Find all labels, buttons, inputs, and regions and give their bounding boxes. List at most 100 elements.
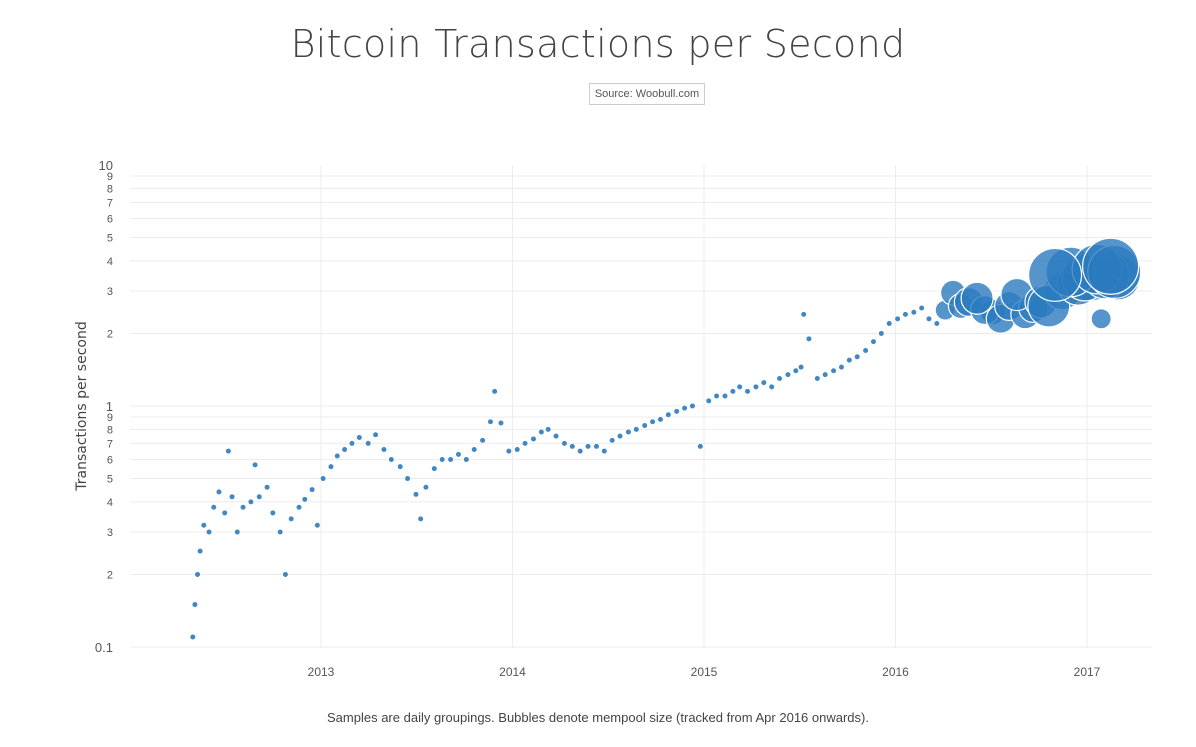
data-point (925, 315, 933, 322)
x-tick-label: 2014 (499, 665, 526, 679)
data-point (380, 446, 388, 453)
y-tick-label: 5 (107, 233, 113, 245)
data-point (251, 461, 259, 468)
data-point (609, 437, 616, 444)
data-point (918, 304, 925, 312)
y-tick-label: 6 (107, 454, 113, 466)
data-point (319, 475, 327, 482)
data-point (886, 320, 893, 327)
data-point (521, 440, 529, 447)
y-tick-label: 3 (107, 527, 113, 539)
data-point (902, 311, 909, 318)
data-point (479, 437, 486, 444)
data-point (210, 504, 217, 511)
y-axis-label: Transactions per second (74, 321, 90, 491)
data-point (491, 388, 498, 395)
data-point (729, 388, 736, 395)
data-point (933, 320, 940, 327)
mempool-bubble (1090, 308, 1112, 330)
data-point (784, 371, 792, 378)
data-point (538, 428, 545, 436)
data-point (838, 364, 845, 371)
data-point (205, 528, 213, 536)
data-point (194, 571, 201, 578)
data-point (264, 484, 271, 491)
data-point (234, 528, 241, 536)
data-point (247, 498, 254, 506)
data-point (814, 375, 821, 382)
data-point (334, 452, 341, 460)
data-point (314, 522, 321, 529)
y-tick-label: 0.1 (95, 640, 113, 655)
data-point (505, 447, 512, 455)
data-point (846, 357, 853, 364)
data-point (673, 408, 680, 415)
mempool-bubble (1082, 237, 1140, 295)
data-point (327, 463, 335, 470)
data-point (447, 456, 454, 463)
data-point (404, 475, 411, 482)
data-point (649, 418, 656, 425)
data-point (625, 428, 632, 436)
data-point (862, 347, 869, 354)
data-point (870, 338, 877, 345)
data-point (301, 496, 308, 503)
data-point (200, 522, 207, 529)
data-point (689, 402, 696, 410)
data-point (830, 367, 837, 374)
y-tick-label: 4 (107, 256, 113, 268)
data-point (288, 515, 295, 523)
x-tick-label: 2017 (1074, 665, 1101, 679)
data-point (295, 504, 303, 511)
data-point (309, 486, 316, 493)
data-point (225, 447, 232, 455)
data-point (228, 493, 236, 500)
data-point (713, 392, 720, 400)
data-point (878, 330, 885, 337)
y-tick-label: 1 (106, 399, 113, 414)
data-point (641, 422, 648, 429)
data-point (552, 433, 560, 440)
data-point (197, 547, 204, 555)
data-point (365, 440, 372, 447)
x-tick-label: 2013 (308, 665, 335, 679)
data-point (910, 309, 917, 316)
y-tick-label: 10 (99, 158, 113, 173)
data-point (593, 443, 600, 450)
data-point (561, 440, 568, 447)
mempool-bubble (1028, 247, 1083, 302)
data-point (431, 465, 438, 472)
y-tick-label: 9 (107, 171, 113, 183)
data-point (282, 571, 289, 578)
y-tick-label: 7 (107, 197, 113, 209)
data-point (514, 446, 521, 453)
y-tick-label: 5 (107, 474, 113, 486)
data-points (189, 237, 1142, 641)
y-tick-label: 8 (107, 183, 113, 195)
data-point (269, 509, 276, 517)
data-point (545, 426, 552, 433)
data-point (665, 411, 672, 418)
y-tick-label: 4 (107, 497, 113, 509)
data-point (191, 601, 199, 608)
data-point (221, 509, 228, 517)
data-point (768, 383, 775, 391)
data-point (256, 493, 263, 500)
data-point (422, 484, 430, 491)
data-point (792, 367, 799, 374)
data-point (822, 371, 829, 378)
data-point (800, 311, 807, 318)
data-point (633, 426, 640, 433)
data-point (569, 443, 576, 450)
data-point (805, 335, 813, 342)
data-point (697, 443, 704, 450)
data-point (681, 405, 688, 412)
data-point (601, 447, 608, 455)
data-point (530, 435, 537, 443)
chart-footnote: Samples are daily groupings. Bubbles den… (327, 710, 869, 725)
y-tick-label: 2 (107, 569, 113, 581)
data-point (417, 515, 424, 523)
data-point (463, 456, 470, 463)
